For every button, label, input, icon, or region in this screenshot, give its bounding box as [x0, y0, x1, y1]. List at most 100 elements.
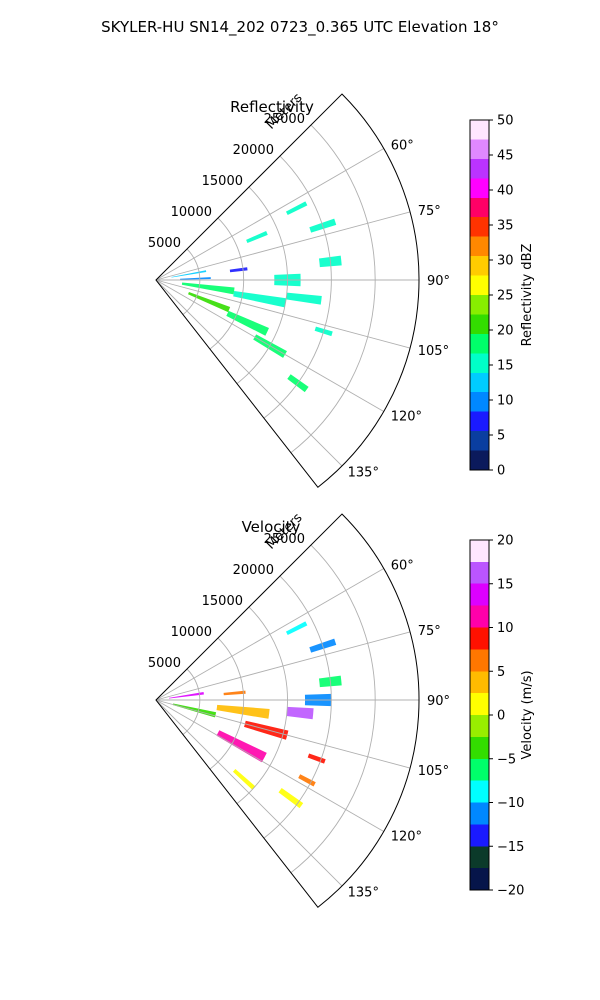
theta-tick-label: 120°: [391, 830, 422, 845]
colorbar-tick-label: −20: [497, 884, 524, 899]
echo-region: [286, 292, 322, 305]
velocity-colorbar-label: Velocity (m/s): [520, 670, 535, 759]
echo-region: [188, 291, 231, 313]
colorbar-tick-label: 25: [497, 289, 514, 304]
r-gridline: [263, 575, 332, 839]
echo-region: [307, 753, 326, 764]
colorbar-tick-label: 10: [497, 394, 514, 409]
r-tick-label: 10000: [171, 205, 212, 220]
theta-gridline: [155, 568, 384, 701]
echo-region: [216, 730, 267, 763]
echo-region: [246, 230, 268, 244]
velocity-colorbar: Velocity (m/s) −20 −15 −10 −5 0 5 10 15 20: [469, 534, 535, 899]
reflectivity-panel: Reflectivity 500010000150002000025000Met…: [148, 90, 535, 488]
r-tick-label: 5000: [148, 236, 181, 251]
r-tick-label: 20000: [233, 143, 274, 158]
theta-gridline: [155, 211, 411, 281]
velocity-polar-axes: 500010000150002000025000Meters60°75°90°1…: [148, 510, 450, 908]
theta-tick-label: 75°: [418, 204, 441, 219]
theta-gridline: [155, 699, 343, 887]
colorbar-tick-label: 45: [497, 149, 514, 164]
echo-region: [298, 774, 316, 787]
echo-region: [181, 282, 235, 295]
reflectivity-polar-axes: 500010000150002000025000Meters60°75°90°1…: [148, 90, 450, 488]
colorbar-tick-label: 10: [497, 621, 514, 636]
colorbar-tick-label: 15: [497, 359, 514, 374]
colorbar-tick-label: −15: [497, 840, 524, 855]
theta-gridline: [155, 279, 384, 412]
echo-region: [233, 290, 287, 308]
r-gridline: [182, 668, 201, 735]
velocity-title: Velocity: [242, 518, 301, 536]
r-gridline: [209, 637, 245, 770]
theta-gridline: [155, 699, 384, 832]
colorbar-gradient: [469, 539, 490, 891]
r-gridline: [182, 248, 201, 315]
echo-region: [285, 201, 308, 216]
echo-region: [232, 769, 256, 790]
theta-tick-label: 60°: [391, 139, 414, 154]
theta-gridline: [155, 631, 411, 701]
theta-gridline: [155, 279, 411, 349]
theta-tick-label: 120°: [391, 410, 422, 425]
echo-region: [229, 267, 248, 273]
echo-region: [168, 692, 204, 699]
r-tick-label: 15000: [202, 174, 243, 189]
velocity-panel: Velocity 500010000150002000025000Meters6…: [148, 510, 535, 908]
colorbar-tick-label: 30: [497, 254, 514, 269]
reflectivity-colorbar-label: Reflectivity dBZ: [520, 244, 535, 347]
r-tick-label: 15000: [202, 594, 243, 609]
colorbar-tick-label: 0: [497, 464, 505, 479]
sector-frame: [155, 513, 420, 908]
echo-region: [285, 621, 308, 636]
colorbar-tick-label: 15: [497, 577, 514, 592]
colorbar-tick-label: 5: [497, 665, 505, 680]
echo-region: [244, 720, 289, 740]
r-tick-label: 25000: [264, 112, 305, 127]
colorbar-tick-label: −5: [497, 752, 516, 767]
colorbar-tick-label: 20: [497, 534, 514, 549]
echo-region: [171, 270, 207, 278]
colorbar-tick-label: −10: [497, 796, 524, 811]
echo-region: [223, 690, 246, 696]
theta-gridline: [155, 148, 384, 281]
colorbar-tick-label: 50: [497, 114, 514, 129]
reflectivity-colorbar: Reflectivity dBZ 0 5 10 15 20 25 30 35 40 45 50: [469, 114, 535, 479]
theta-tick-label: 90°: [427, 694, 450, 709]
colorbar-tick-label: 0: [497, 709, 505, 724]
theta-tick-label: 135°: [348, 466, 379, 481]
r-tick-label: 5000: [148, 656, 181, 671]
sector-frame: [155, 93, 420, 488]
theta-tick-label: 105°: [418, 344, 449, 359]
theta-tick-label: 75°: [418, 624, 441, 639]
theta-tick-label: 60°: [391, 559, 414, 574]
echo-region: [278, 787, 304, 809]
theta-gridline: [155, 699, 411, 769]
theta-tick-label: 105°: [418, 764, 449, 779]
echo-layer: [171, 201, 342, 393]
figure-suptitle: SKYLER-HU SN14_202 0723_0.365 UTC Elevat…: [101, 18, 499, 37]
colorbar-tick-label: 40: [497, 184, 514, 199]
echo-region: [286, 706, 314, 720]
reflectivity-title: Reflectivity: [230, 98, 314, 116]
theta-tick-label: 90°: [427, 274, 450, 289]
theta-tick-label: 135°: [348, 886, 379, 901]
r-tick-label: 25000: [264, 532, 305, 547]
echo-region: [180, 277, 211, 280]
r-gridline: [209, 217, 245, 350]
r-gridline: [290, 124, 376, 454]
r-tick-label: 20000: [233, 563, 274, 578]
r-gridline: [263, 155, 332, 419]
r-tick-label: 10000: [171, 625, 212, 640]
colorbar-tick-label: 20: [497, 324, 514, 339]
echo-region: [226, 310, 269, 336]
r-gridline: [236, 606, 288, 804]
r-gridline: [236, 186, 288, 384]
colorbar-tick-label: 5: [497, 429, 505, 444]
theta-gridline: [155, 279, 343, 467]
colorbar-tick-label: 35: [497, 219, 514, 234]
r-gridline: [290, 544, 376, 874]
echo-layer: [168, 621, 342, 809]
colorbar-gradient: [469, 119, 490, 471]
